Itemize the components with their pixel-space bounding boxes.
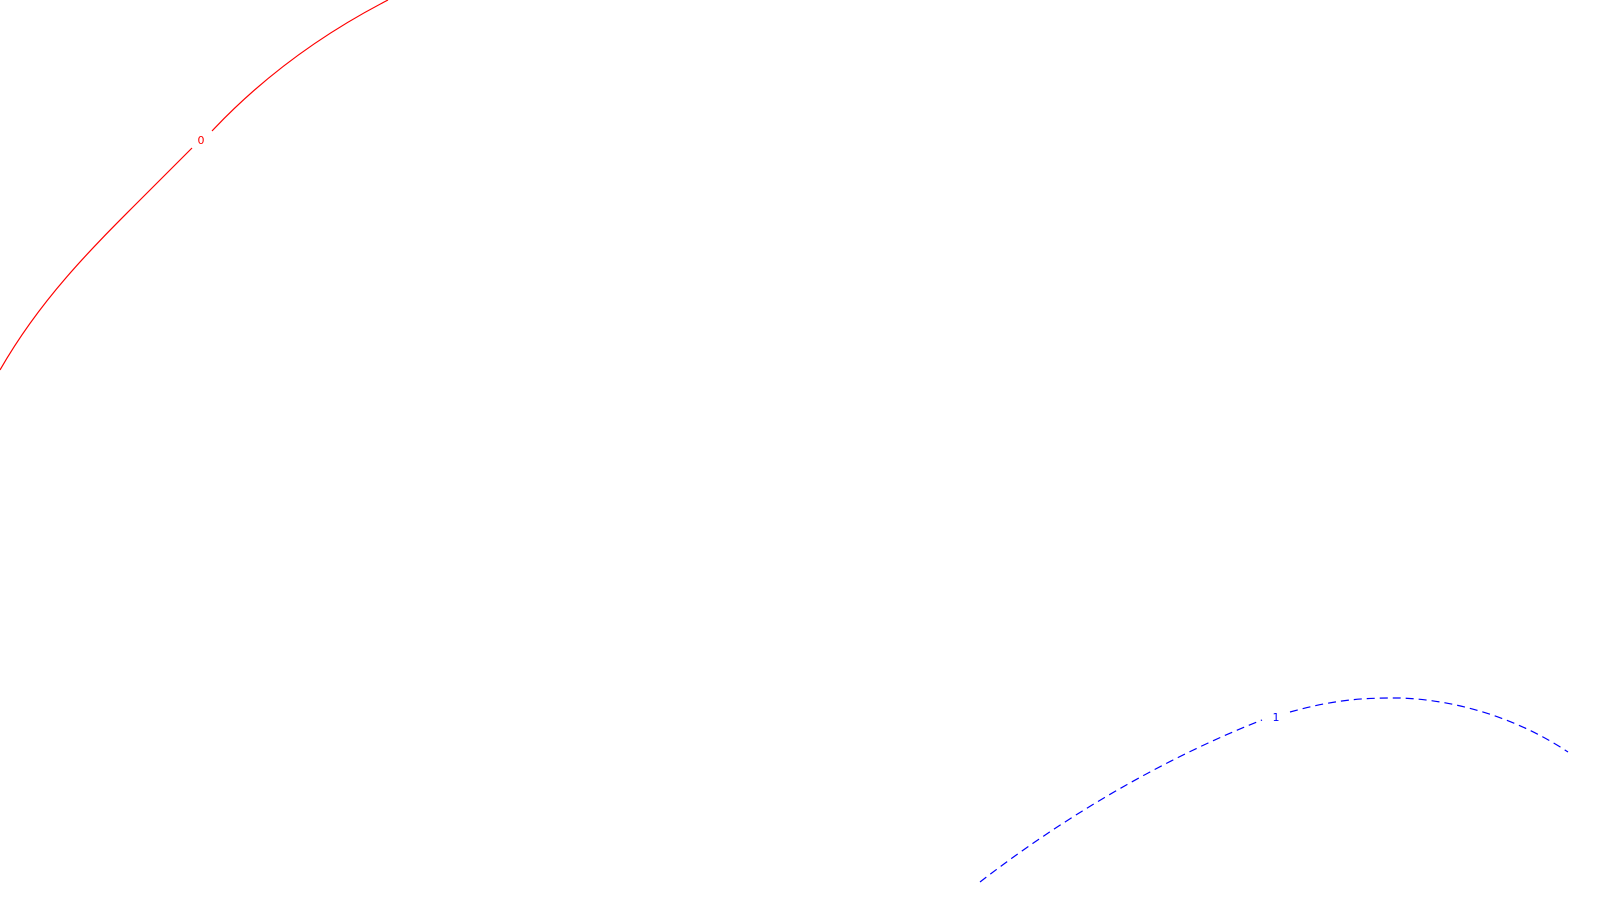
contour-label-level-0: 0 [198,134,205,147]
contour-label-level-1: 1 [1273,711,1280,724]
contour-line-level-1 [979,697,1569,883]
contour-line-level-0 [0,0,389,371]
